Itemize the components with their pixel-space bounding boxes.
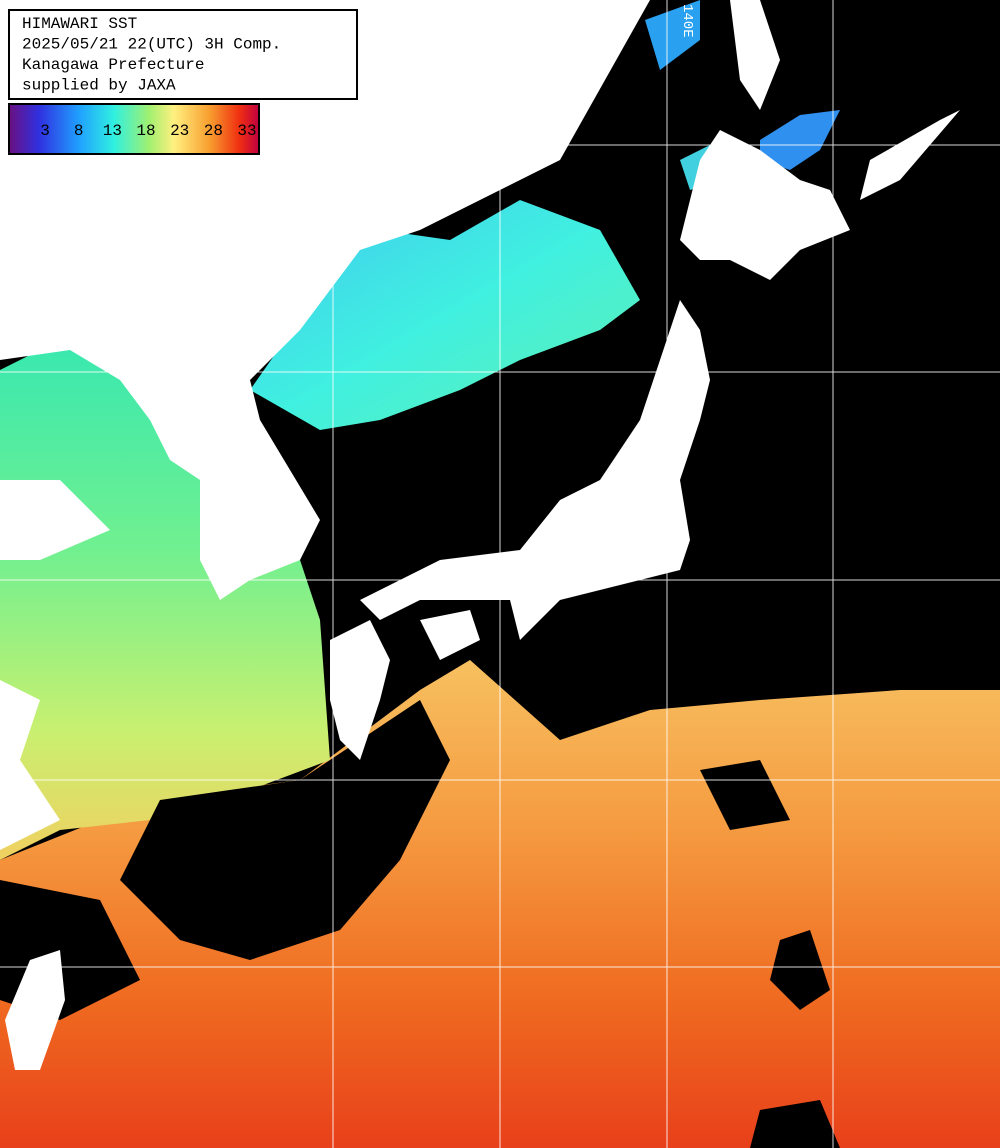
header-line: 2025/05/21 22(UTC) 3H Comp. [22, 36, 281, 54]
header-line: Kanagawa Prefecture [22, 56, 204, 74]
cloud [750, 1100, 840, 1148]
header-line: supplied by JAXA [22, 77, 176, 95]
header-line: HIMAWARI SST [22, 15, 137, 33]
north-sea [645, 0, 700, 70]
legend-tick-label: 13 [103, 122, 122, 140]
legend-tick-label: 8 [74, 122, 84, 140]
legend-tick-label: 18 [136, 122, 155, 140]
legend-tick-label: 3 [40, 122, 50, 140]
legend-tick-label: 28 [204, 122, 223, 140]
header-box [8, 9, 358, 100]
grid-label: 140E [679, 4, 695, 38]
west-sea [0, 340, 330, 860]
cloud [770, 930, 830, 1010]
color-bar [8, 103, 260, 155]
legend-tick-label: 33 [237, 122, 256, 140]
cloud [700, 760, 790, 830]
okhotsk-sea [760, 110, 840, 170]
cloud [120, 700, 450, 960]
legend-tick-label: 23 [170, 122, 189, 140]
